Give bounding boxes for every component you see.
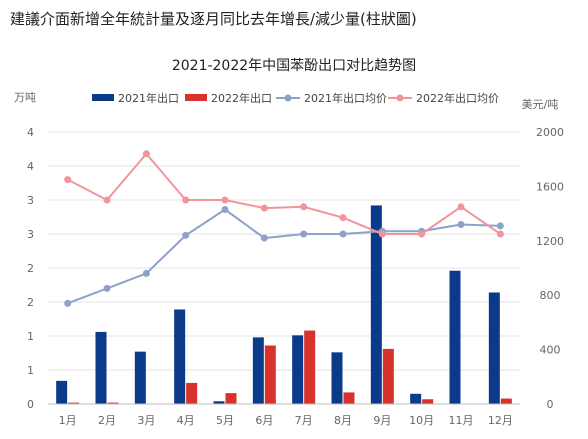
legend-label: 2022年出口均价 bbox=[416, 91, 499, 105]
bar bbox=[331, 352, 343, 404]
bar bbox=[449, 270, 461, 404]
bar bbox=[174, 309, 186, 404]
legend-marker bbox=[396, 94, 404, 102]
line-point bbox=[260, 204, 268, 212]
y-right-tick-label: 1200 bbox=[536, 235, 564, 248]
line-point bbox=[103, 284, 111, 292]
y-left-tick-label: 2 bbox=[27, 262, 34, 275]
bar bbox=[95, 331, 107, 404]
bar bbox=[213, 401, 225, 404]
legend-swatch bbox=[92, 94, 114, 101]
x-tick-label: 6月 bbox=[255, 414, 273, 427]
bar bbox=[292, 335, 304, 404]
bar bbox=[410, 393, 422, 404]
lines bbox=[64, 150, 504, 307]
bar bbox=[252, 337, 264, 404]
x-tick-label: 8月 bbox=[334, 414, 352, 427]
bar bbox=[422, 399, 434, 404]
x-axis: 1月 2月 3月 4月 5月 6月 7月 8月 9月 10月 11月 12月 bbox=[48, 403, 520, 427]
y-right-tick-label: 400 bbox=[540, 344, 561, 357]
legend: 2021年出口 2022年出口 2021年出口均价 2022年出口均价 bbox=[92, 91, 499, 105]
legend-label: 2021年出口均价 bbox=[304, 91, 387, 105]
y-right-unit: 美元/吨 bbox=[522, 98, 559, 111]
y-left-tick-label: 4 bbox=[27, 126, 34, 139]
y-left-axis: 0 1 1 2 2 3 3 4 4 bbox=[27, 126, 34, 411]
y-right-tick-label: 800 bbox=[540, 289, 561, 302]
line-point bbox=[64, 299, 72, 307]
bar bbox=[304, 330, 316, 404]
bar bbox=[264, 345, 276, 404]
bar bbox=[488, 292, 500, 404]
bar bbox=[68, 402, 80, 404]
line-point bbox=[339, 230, 347, 238]
bar bbox=[56, 380, 68, 404]
bar bbox=[225, 393, 237, 404]
line-point bbox=[103, 196, 111, 204]
line-point bbox=[182, 231, 190, 239]
line-point bbox=[418, 230, 426, 238]
x-tick-label: 2月 bbox=[98, 414, 116, 427]
bar bbox=[500, 398, 512, 404]
bar bbox=[382, 348, 394, 404]
line-point bbox=[496, 222, 504, 230]
line-point bbox=[457, 220, 465, 228]
bar bbox=[343, 392, 355, 404]
line-point bbox=[182, 196, 190, 204]
bar bbox=[134, 351, 146, 404]
series-line bbox=[67, 152, 501, 235]
line-point bbox=[339, 214, 347, 222]
bars bbox=[56, 205, 512, 404]
legend-label: 2022年出口 bbox=[211, 91, 272, 105]
y-right-tick-label: 0 bbox=[547, 398, 554, 411]
x-tick-label: 4月 bbox=[177, 414, 195, 427]
y-left-tick-label: 2 bbox=[27, 296, 34, 309]
legend-marker bbox=[284, 94, 292, 102]
bar bbox=[370, 205, 382, 404]
line-point bbox=[300, 203, 308, 211]
line-point bbox=[142, 150, 150, 158]
page-header: 建議介面新增全年統計量及逐月同比去年增長/減少量(柱狀圖) bbox=[10, 10, 417, 28]
line-point bbox=[378, 230, 386, 238]
x-tick-label: 7月 bbox=[295, 414, 313, 427]
y-left-unit: 万吨 bbox=[14, 91, 36, 104]
legend-label: 2021年出口 bbox=[118, 91, 179, 105]
y-left-tick-label: 3 bbox=[27, 228, 34, 241]
legend-swatch bbox=[185, 94, 207, 101]
y-left-tick-label: 1 bbox=[27, 364, 34, 377]
y-left-tick-label: 0 bbox=[27, 398, 34, 411]
x-tick-label: 3月 bbox=[137, 414, 155, 427]
y-right-tick-label: 1600 bbox=[536, 180, 564, 193]
bar bbox=[107, 402, 119, 404]
x-tick-label: 12月 bbox=[488, 414, 513, 427]
line-point bbox=[300, 230, 308, 238]
y-left-tick-label: 1 bbox=[27, 330, 34, 343]
bar bbox=[186, 382, 198, 404]
x-tick-label: 11月 bbox=[449, 414, 474, 427]
y-right-axis: 0 400 800 1200 1600 2000 bbox=[536, 126, 564, 411]
y-right-tick-label: 2000 bbox=[536, 126, 564, 139]
x-tick-label: 5月 bbox=[216, 414, 234, 427]
line-point bbox=[64, 176, 72, 184]
line-point bbox=[142, 269, 150, 277]
x-tick-label: 9月 bbox=[373, 414, 391, 427]
y-left-tick-label: 4 bbox=[27, 160, 34, 173]
line-point bbox=[221, 196, 229, 204]
x-tick-label: 1月 bbox=[59, 414, 77, 427]
y-left-tick-label: 3 bbox=[27, 194, 34, 207]
line-point bbox=[260, 234, 268, 242]
chart-title: 2021-2022年中国苯酚出口对比趋势图 bbox=[172, 57, 416, 74]
x-tick-label: 10月 bbox=[409, 414, 434, 427]
line-point bbox=[457, 203, 465, 211]
gridlines bbox=[48, 131, 520, 405]
line-point bbox=[496, 230, 504, 238]
line-point bbox=[221, 206, 229, 214]
